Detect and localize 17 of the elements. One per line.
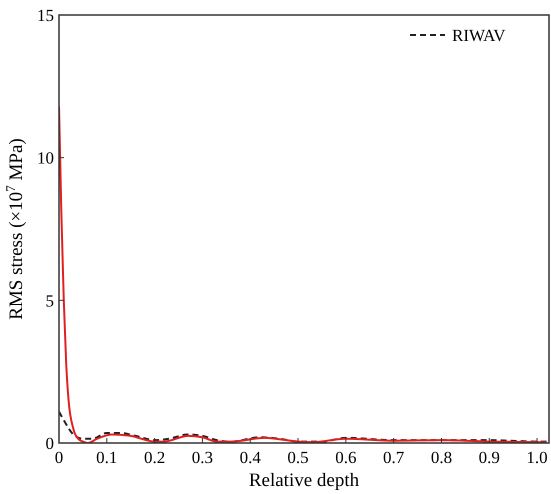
x-tick-label: 0.3: [192, 448, 214, 467]
x-tick-label: 0.9: [478, 448, 500, 467]
x-tick-label: 0.6: [335, 448, 356, 467]
x-tick-label: 0.5: [287, 448, 309, 467]
x-tick-label: 0.1: [96, 448, 118, 467]
y-tick-label: 15: [37, 6, 54, 25]
y-tick-label: 5: [46, 291, 54, 310]
x-tick-label: 0.2: [144, 448, 166, 467]
x-tick-label: 0.4: [240, 448, 262, 467]
x-tick-label: 0.7: [383, 448, 405, 467]
x-tick-label: 1.0: [526, 448, 548, 467]
x-tick-label: 0.8: [430, 448, 452, 467]
legend-label: RIWAV: [452, 26, 506, 45]
y-tick-label: 0: [46, 434, 54, 453]
y-tick-label: 10: [37, 148, 54, 168]
x-axis-title: Relative depth: [248, 470, 360, 491]
line-series: [59, 410, 548, 443]
